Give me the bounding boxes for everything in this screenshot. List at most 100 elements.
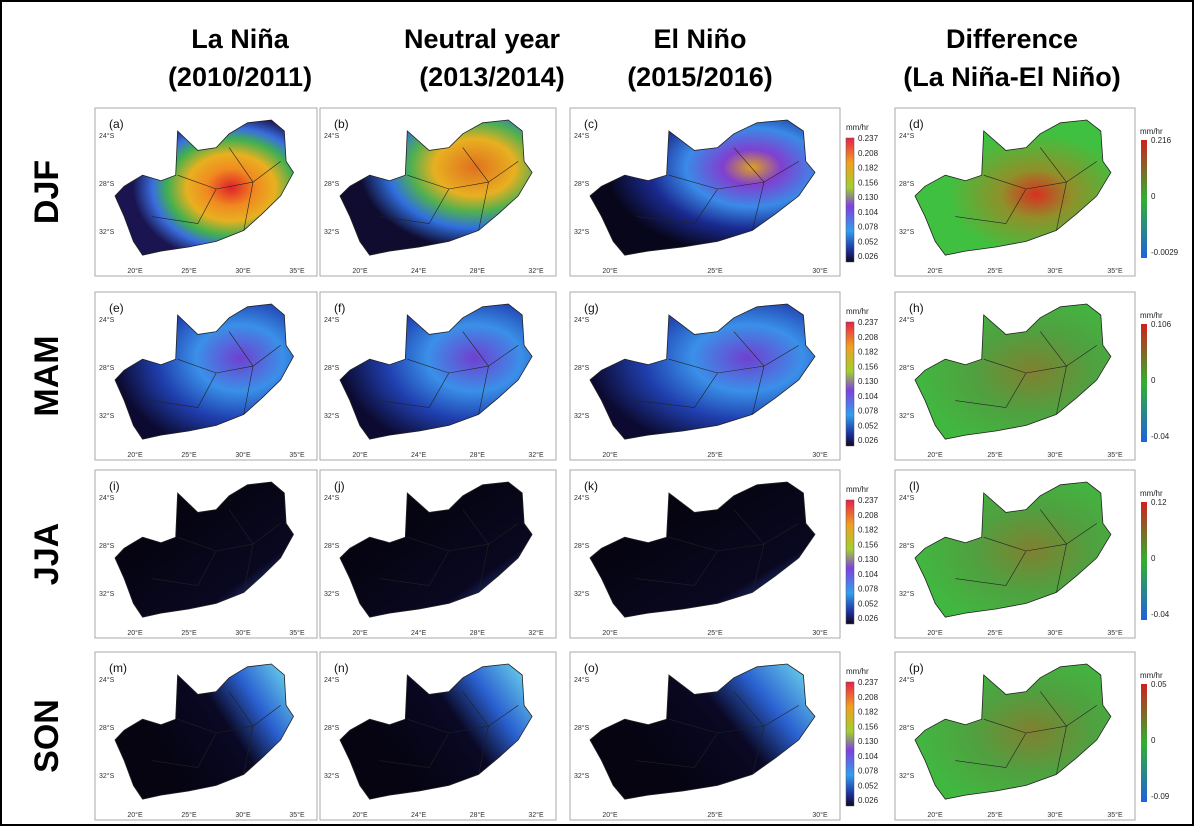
lon-tick: 30°E <box>1047 629 1063 637</box>
lon-tick: 25°E <box>707 267 723 275</box>
lat-tick: 28°S <box>899 724 915 732</box>
lon-tick: 24°E <box>411 451 427 459</box>
lon-tick: 20°E <box>352 629 368 637</box>
lon-tick: 20°E <box>127 267 143 275</box>
map-panel: (i)24°S28°S32°S20°E25°E30°E35°E <box>95 470 317 638</box>
lat-tick: 24°S <box>324 494 340 502</box>
colorbar-tick: 0 <box>1151 192 1156 201</box>
colorbar-tick: 0.237 <box>858 496 879 505</box>
lat-tick: 28°S <box>99 542 115 550</box>
figure: La Niña(2010/2011)Neutral year(2013/2014… <box>0 0 1194 826</box>
colorbar-unit: mm/hr <box>1140 311 1163 320</box>
colorbar: mm/hr0.2370.2080.1820.1560.1300.1040.078… <box>846 485 879 624</box>
lat-tick: 32°S <box>324 590 340 598</box>
lat-tick: 32°S <box>99 772 115 780</box>
panel-label: (c) <box>584 117 598 131</box>
colorbar-tick: 0.130 <box>858 737 879 746</box>
colorbar-ramp <box>1141 684 1147 802</box>
column-period: (2013/2014) <box>419 62 565 92</box>
column-period: (2010/2011) <box>168 62 312 92</box>
lon-tick: 32°E <box>528 451 544 459</box>
lat-tick: 24°S <box>899 132 915 140</box>
season-label: MAM <box>28 335 66 416</box>
lon-tick: 30°E <box>1047 811 1063 819</box>
lat-tick: 28°S <box>899 180 915 188</box>
panel-label: (d) <box>909 117 924 131</box>
lon-tick: 20°E <box>352 267 368 275</box>
lon-tick: 24°E <box>411 267 427 275</box>
panel-label: (g) <box>584 301 599 315</box>
lon-tick: 30°E <box>235 451 251 459</box>
lon-tick: 35°E <box>289 267 305 275</box>
lat-tick: 28°S <box>574 724 590 732</box>
lon-tick: 24°E <box>411 629 427 637</box>
lat-tick: 24°S <box>99 316 115 324</box>
colorbar-unit: mm/hr <box>1140 671 1163 680</box>
column-title: Difference <box>946 24 1078 54</box>
lat-tick: 24°S <box>324 132 340 140</box>
lon-tick: 35°E <box>289 811 305 819</box>
map-panel: (m)24°S28°S32°S20°E25°E30°E35°E <box>95 652 317 820</box>
colorbar-tick: 0.05 <box>1151 680 1167 689</box>
lat-tick: 32°S <box>324 228 340 236</box>
panel-label: (l) <box>909 479 920 493</box>
lon-tick: 20°E <box>127 629 143 637</box>
colorbar: mm/hr0.2370.2080.1820.1560.1300.1040.078… <box>846 667 879 806</box>
colorbar-ramp <box>1141 324 1147 442</box>
lat-tick: 32°S <box>899 772 915 780</box>
map-panel: (a)24°S28°S32°S20°E25°E30°E35°E <box>95 108 317 276</box>
lon-tick: 28°E <box>470 267 486 275</box>
lon-tick: 32°E <box>528 811 544 819</box>
lat-tick: 32°S <box>899 590 915 598</box>
colorbar-tick: -0.04 <box>1151 610 1170 619</box>
lat-tick: 24°S <box>99 494 115 502</box>
lon-tick: 20°E <box>352 811 368 819</box>
map-panel: (n)24°S28°S32°S20°E24°E28°E32°E <box>320 652 556 820</box>
lon-tick: 25°E <box>987 811 1003 819</box>
panel-label: (b) <box>334 117 349 131</box>
lon-tick: 25°E <box>181 629 197 637</box>
panel-label: (j) <box>334 479 345 493</box>
colorbar-tick: 0.208 <box>858 693 879 702</box>
difference-colorbar: mm/hr0.050-0.09 <box>1140 671 1170 802</box>
lat-tick: 28°S <box>574 542 590 550</box>
column-title: Neutral year <box>404 24 561 54</box>
lon-tick: 25°E <box>707 629 723 637</box>
colorbar-tick: 0.208 <box>858 149 879 158</box>
lon-tick: 20°E <box>602 267 618 275</box>
colorbar-tick: 0.052 <box>858 237 879 246</box>
colorbar-tick: 0.130 <box>858 555 879 564</box>
lon-tick: 25°E <box>181 267 197 275</box>
colorbar-tick: 0.237 <box>858 318 879 327</box>
lat-tick: 24°S <box>574 132 590 140</box>
map-panel: (l)24°S28°S32°S20°E25°E30°E35°E <box>895 470 1135 638</box>
lat-tick: 28°S <box>324 364 340 372</box>
lon-tick: 30°E <box>235 811 251 819</box>
colorbar-tick: 0.182 <box>858 164 879 173</box>
colorbar-tick: 0.104 <box>858 392 879 401</box>
colorbar-tick: -0.0029 <box>1151 248 1179 257</box>
lon-tick: 25°E <box>707 451 723 459</box>
lon-tick: 30°E <box>1047 267 1063 275</box>
panel-label: (e) <box>109 301 124 315</box>
colorbar-tick: 0.104 <box>858 752 879 761</box>
difference-colorbar: mm/hr0.120-0.04 <box>1140 489 1170 620</box>
colorbar-ramp <box>846 500 854 624</box>
lon-tick: 25°E <box>181 451 197 459</box>
lat-tick: 24°S <box>574 316 590 324</box>
colorbar-tick: 0.237 <box>858 134 879 143</box>
colorbar: mm/hr0.2370.2080.1820.1560.1300.1040.078… <box>846 123 879 262</box>
colorbar-tick: 0.078 <box>858 585 879 594</box>
panel-label: (h) <box>909 301 924 315</box>
lon-tick: 25°E <box>987 629 1003 637</box>
colorbar-tick: 0 <box>1151 736 1156 745</box>
colorbar-tick: 0.026 <box>858 796 879 805</box>
lon-tick: 25°E <box>987 451 1003 459</box>
panel-label: (m) <box>109 661 127 675</box>
lon-tick: 25°E <box>181 811 197 819</box>
colorbar-tick: 0.078 <box>858 223 879 232</box>
lat-tick: 32°S <box>574 228 590 236</box>
lon-tick: 35°E <box>289 451 305 459</box>
